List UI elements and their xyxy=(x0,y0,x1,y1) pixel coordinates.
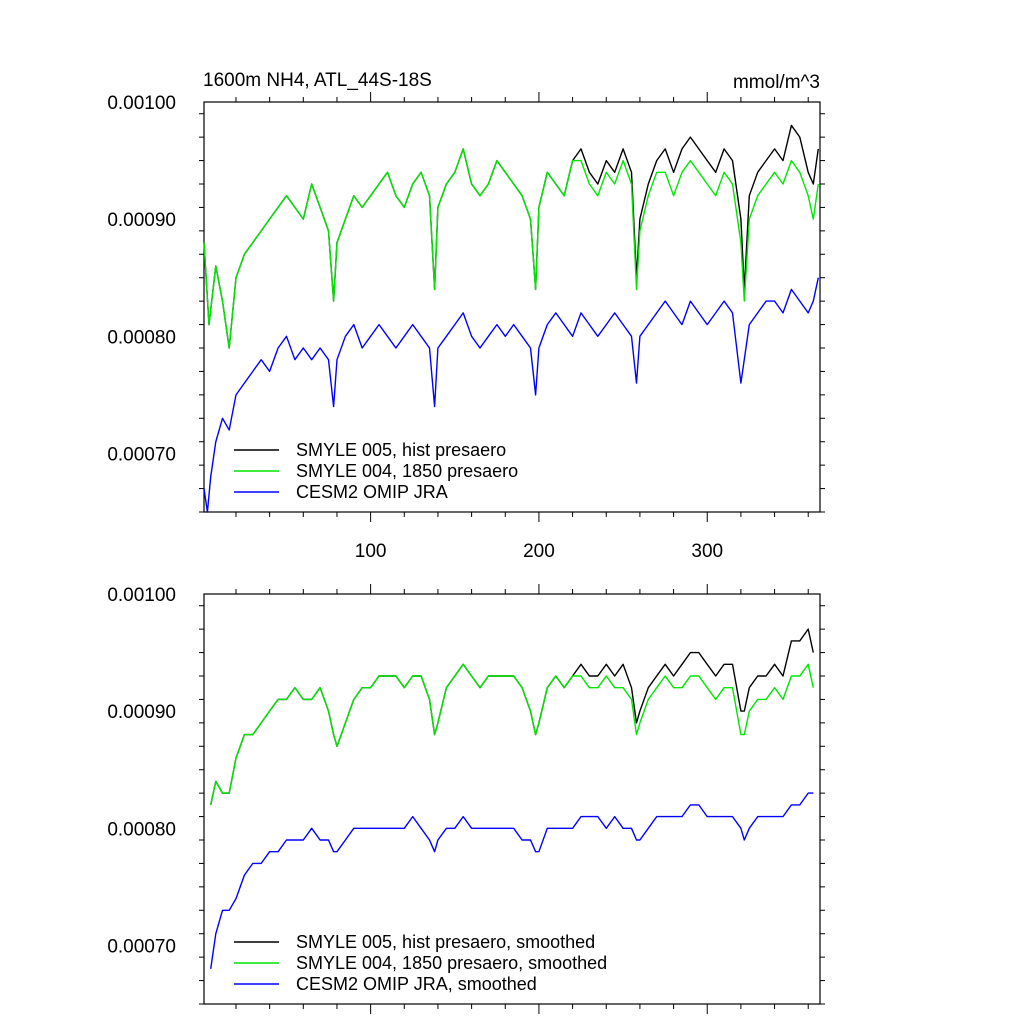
y-tick-label: 0.00090 xyxy=(107,210,176,231)
x-tick-label: 300 xyxy=(691,541,723,562)
y-tick-label: 0.00070 xyxy=(107,936,176,957)
x-tick-label: 200 xyxy=(523,541,555,562)
y-tick-label: 0.00090 xyxy=(107,702,176,723)
series-line-2 xyxy=(210,792,814,970)
legend-label-2: CESM2 OMIP JRA, smoothed xyxy=(296,974,537,994)
x-tick-label: 100 xyxy=(355,541,387,562)
series-line-1 xyxy=(210,663,814,806)
y-tick-label: 0.00100 xyxy=(107,585,176,606)
legend-label-0: SMYLE 005, hist presaero, smoothed xyxy=(296,932,595,952)
y-tick-label: 0.00080 xyxy=(107,327,176,348)
y-tick-label: 0.00100 xyxy=(107,93,176,114)
bottom-panel: 0.00070 0.00080 0.00090 0.00100 SMYLE 005, h… xyxy=(107,584,825,1014)
legend-label-2: CESM2 OMIP JRA xyxy=(296,482,448,502)
units-label: mmol/m^3 xyxy=(733,72,820,93)
plot-frame xyxy=(203,593,821,1005)
series-line-0 xyxy=(203,124,819,349)
series-line-0 xyxy=(210,628,814,806)
series-line-1 xyxy=(203,148,819,349)
y-tick-label: 0.00080 xyxy=(107,819,176,840)
chart-title: 1600m NH4, ATL_44S-18S xyxy=(203,70,432,91)
legend-label-0: SMYLE 005, hist presaero xyxy=(296,440,506,460)
legend-label-1: SMYLE 004, 1850 presaero xyxy=(296,461,518,481)
top-panel: 1600m NH4, ATL_44S-18S mmol/m^3 100 200 30… xyxy=(107,70,825,562)
legend-label-1: SMYLE 004, 1850 presaero, smoothed xyxy=(296,953,607,973)
plot-frame xyxy=(203,101,821,513)
series-line-2 xyxy=(203,277,819,513)
y-tick-label: 0.00070 xyxy=(107,444,176,465)
